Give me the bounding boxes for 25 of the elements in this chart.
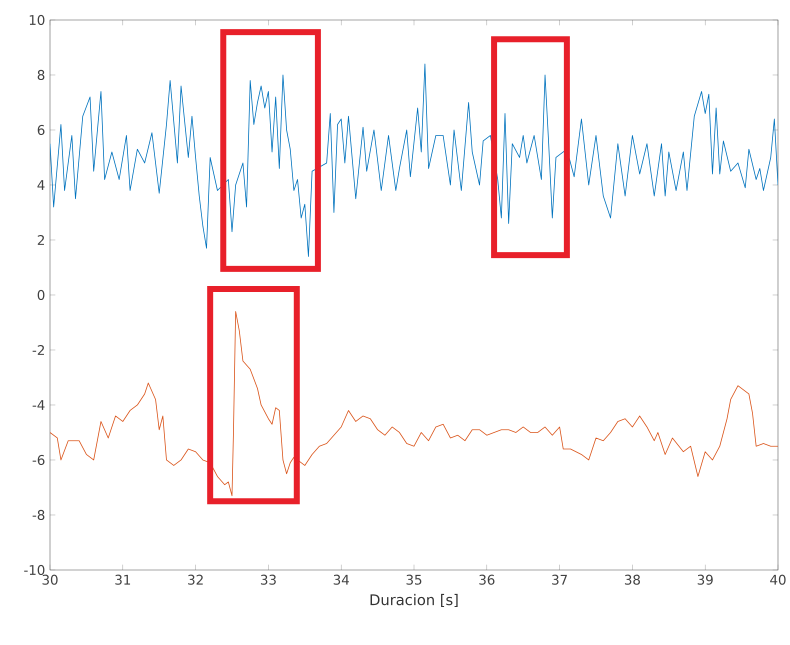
x-tick-label: 31: [115, 574, 130, 585]
x-tick-label: 30: [42, 574, 58, 585]
line-series: [50, 311, 778, 496]
x-tick-label: 40: [770, 574, 786, 585]
x-tick-label: 34: [334, 574, 349, 585]
x-tick-label: 36: [479, 574, 494, 585]
y-tick-label: 10: [30, 14, 44, 26]
y-tick-label: 4: [37, 180, 45, 190]
y-tick-label: 0: [38, 290, 44, 300]
x-tick-label: 37: [552, 574, 567, 585]
line-series: [50, 64, 778, 257]
x-tick-label: 33: [260, 574, 276, 585]
y-tick-label: -4: [32, 400, 45, 410]
y-tick-label: 8: [38, 70, 44, 80]
y-tick-label: 6: [38, 124, 44, 136]
x-axis-title: Duracion [s]: [370, 594, 458, 608]
y-tick-label: -2: [32, 345, 44, 355]
x-tick-label: 39: [698, 574, 713, 585]
y-tick-label: -6: [32, 454, 44, 466]
y-tick-label: 2: [38, 235, 44, 245]
x-tick-label: 32: [188, 574, 203, 585]
x-tick-label: 35: [406, 574, 422, 585]
x-tick-label: 38: [624, 574, 640, 585]
y-tick-label: -10: [24, 564, 44, 576]
y-tick-label: -8: [32, 510, 44, 520]
